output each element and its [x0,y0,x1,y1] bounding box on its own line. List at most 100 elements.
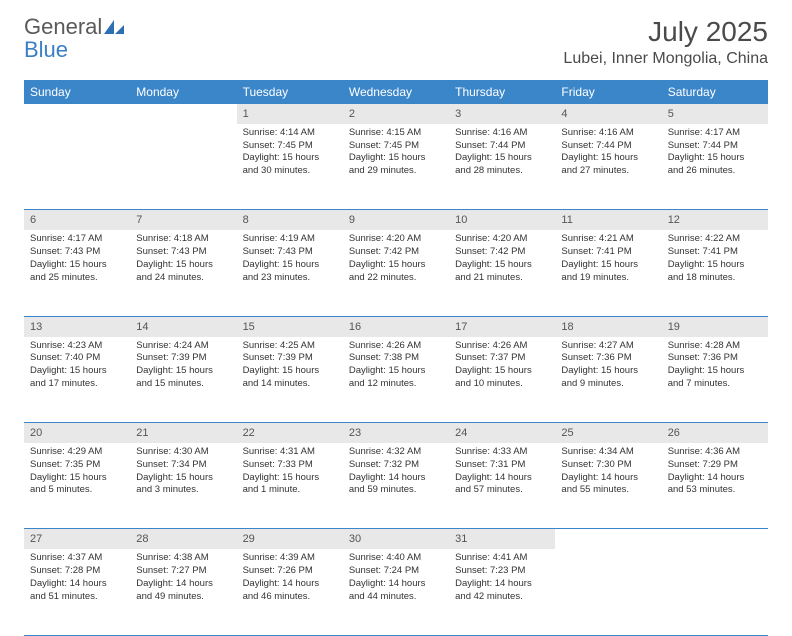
logo-text-2: Blue [24,37,68,62]
sunrise-text: Sunrise: 4:26 AM [349,340,443,353]
day1-text: Daylight: 15 hours [30,365,124,378]
weekday-header: Sunday [24,80,130,104]
sunrise-text: Sunrise: 4:36 AM [668,446,762,459]
sunrise-text: Sunrise: 4:26 AM [455,340,549,353]
day-cell: Sunrise: 4:41 AMSunset: 7:23 PMDaylight:… [449,549,555,635]
day2-text: and 12 minutes. [349,378,443,391]
sunset-text: Sunset: 7:31 PM [455,459,549,472]
day-cell: Sunrise: 4:21 AMSunset: 7:41 PMDaylight:… [555,230,661,316]
daynum-row: 13141516171819 [24,316,768,336]
daynum-row: 12345 [24,104,768,124]
day2-text: and 30 minutes. [243,165,337,178]
day-number: 12 [662,210,768,230]
location-label: Lubei, Inner Mongolia, China [563,50,768,68]
sunrise-text: Sunrise: 4:37 AM [30,552,124,565]
content-row: Sunrise: 4:37 AMSunset: 7:28 PMDaylight:… [24,549,768,635]
sunset-text: Sunset: 7:34 PM [136,459,230,472]
day-number: 7 [130,210,236,230]
day2-text: and 24 minutes. [136,272,230,285]
day-number: 28 [130,529,236,549]
sunset-text: Sunset: 7:40 PM [30,352,124,365]
day1-text: Daylight: 15 hours [561,259,655,272]
day1-text: Daylight: 15 hours [349,259,443,272]
day1-text: Daylight: 14 hours [455,578,549,591]
day2-text: and 22 minutes. [349,272,443,285]
day-cell: Sunrise: 4:34 AMSunset: 7:30 PMDaylight:… [555,443,661,529]
sunset-text: Sunset: 7:44 PM [561,140,655,153]
day1-text: Daylight: 15 hours [455,259,549,272]
sunrise-text: Sunrise: 4:34 AM [561,446,655,459]
day2-text: and 15 minutes. [136,378,230,391]
daynum-row: 20212223242526 [24,423,768,443]
sunrise-text: Sunrise: 4:20 AM [455,233,549,246]
sunset-text: Sunset: 7:26 PM [243,565,337,578]
day-cell [130,124,236,210]
day2-text: and 28 minutes. [455,165,549,178]
logo: General Blue [24,16,126,62]
day-cell [662,549,768,635]
sunset-text: Sunset: 7:30 PM [561,459,655,472]
weekday-header: Saturday [662,80,768,104]
content-row: Sunrise: 4:17 AM Sunset: 7:43 PM Daylight:… [24,230,768,316]
day-cell: Sunrise: 4:31 AMSunset: 7:33 PMDaylight:… [237,443,343,529]
sunset-text: Sunset: 7:45 PM [349,140,443,153]
day1-text: Daylight: 15 hours [668,365,762,378]
day2-text: and 7 minutes. [668,378,762,391]
sunrise-text: Sunrise: 4:21 AM [561,233,655,246]
day-cell: Sunrise: 4:30 AMSunset: 7:34 PMDaylight:… [130,443,236,529]
day-cell: Sunrise: 4:39 AMSunset: 7:26 PMDaylight:… [237,549,343,635]
day-number: 10 [449,210,555,230]
sunset-text: Sunset: 7:42 PM [349,246,443,259]
sunset-text: Sunset: 7:29 PM [668,459,762,472]
weekday-header: Friday [555,80,661,104]
day-cell: Sunrise: 4:20 AMSunset: 7:42 PMDaylight:… [449,230,555,316]
day-cell: Sunrise: 4:36 AMSunset: 7:29 PMDaylight:… [662,443,768,529]
sunset-text: Sunset: 7:43 PM [243,246,337,259]
day-cell: Sunrise: 4:27 AMSunset: 7:36 PMDaylight:… [555,337,661,423]
day2-text: and 29 minutes. [349,165,443,178]
page-title: July 2025 [563,16,768,48]
sunset-text: Sunset: 7:32 PM [349,459,443,472]
sunrise-text: Sunrise: 4:19 AM [243,233,337,246]
day-cell: Sunrise: 4:33 AMSunset: 7:31 PMDaylight:… [449,443,555,529]
day2-text: and 17 minutes. [30,378,124,391]
day-number: 18 [555,316,661,336]
day-cell: Sunrise: 4:26 AMSunset: 7:37 PMDaylight:… [449,337,555,423]
day1-text: Daylight: 15 hours [136,259,230,272]
day-cell: Sunrise: 4:25 AMSunset: 7:39 PMDaylight:… [237,337,343,423]
day2-text: and 10 minutes. [455,378,549,391]
day-number: 14 [130,316,236,336]
day-cell: Sunrise: 4:17 AMSunset: 7:44 PMDaylight:… [662,124,768,210]
day-number: 6 [24,210,130,230]
title-area: July 2025 Lubei, Inner Mongolia, China [563,16,768,68]
day1-text: Daylight: 14 hours [243,578,337,591]
day-number: 5 [662,104,768,124]
sunrise-text: Sunrise: 4:15 AM [349,127,443,140]
sunrise-text: Sunrise: 4:31 AM [243,446,337,459]
day-cell: Sunrise: 4:38 AMSunset: 7:27 PMDaylight:… [130,549,236,635]
sunrise-text: Sunrise: 4:28 AM [668,340,762,353]
sunrise-text: Sunrise: 4:18 AM [136,233,230,246]
day1-text: Daylight: 14 hours [561,472,655,485]
day-number: 24 [449,423,555,443]
day-number: 27 [24,529,130,549]
day2-text: and 53 minutes. [668,484,762,497]
day-cell [555,549,661,635]
day1-text: Daylight: 14 hours [136,578,230,591]
day2-text: and 42 minutes. [455,591,549,604]
day-cell: Sunrise: 4:16 AMSunset: 7:44 PMDaylight:… [449,124,555,210]
day1-text: Daylight: 15 hours [455,152,549,165]
sunset-text: Sunset: 7:45 PM [243,140,337,153]
day1-text: Daylight: 14 hours [30,578,124,591]
sunrise-text: Sunrise: 4:39 AM [243,552,337,565]
daynum-row: 2728293031 [24,529,768,549]
sunrise-text: Sunrise: 4:17 AM [30,233,124,246]
day1-text: Daylight: 15 hours [243,152,337,165]
sunset-text: Sunset: 7:38 PM [349,352,443,365]
sunset-text: Sunset: 7:36 PM [561,352,655,365]
day2-text: and 49 minutes. [136,591,230,604]
day1-text: Daylight: 15 hours [561,365,655,378]
sunrise-text: Sunrise: 4:24 AM [136,340,230,353]
content-row: Sunrise: 4:14 AMSunset: 7:45 PMDaylight:… [24,124,768,210]
sunrise-text: Sunrise: 4:29 AM [30,446,124,459]
